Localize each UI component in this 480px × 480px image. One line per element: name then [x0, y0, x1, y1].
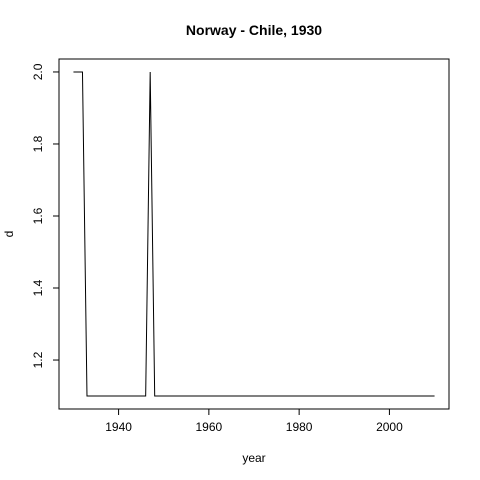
chart-title: Norway - Chile, 1930 [186, 22, 322, 38]
y-tick-label-2: 1.6 [31, 207, 45, 224]
series-line-0 [73, 71, 435, 397]
y-tick-label-0: 1.2 [31, 351, 45, 368]
y-axis-label: d [2, 231, 16, 238]
y-tick-label-4: 2.0 [31, 63, 45, 80]
x-axis-label: year [242, 451, 265, 465]
x-tick-label-1940: 1940 [105, 420, 132, 434]
x-tick-label-1960: 1960 [196, 420, 223, 434]
series-layer [73, 71, 435, 397]
x-tick-label-2000: 2000 [376, 420, 403, 434]
y-axis: 1.2 1.4 1.6 1.8 2.0 [31, 63, 60, 368]
y-tick-label-1: 1.4 [31, 279, 45, 296]
y-tick-label-3: 1.8 [31, 135, 45, 152]
x-tick-label-1980: 1980 [286, 420, 313, 434]
x-axis: 1940 1960 1980 2000 [105, 408, 403, 434]
plot-frame [58, 58, 450, 410]
